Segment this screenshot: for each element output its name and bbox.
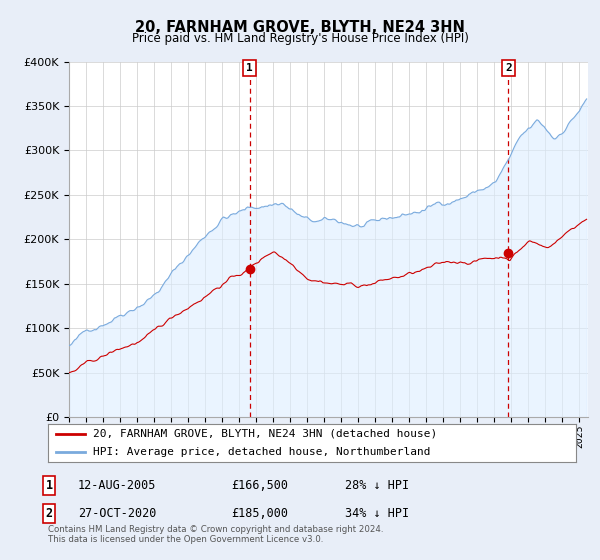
Text: £166,500: £166,500 (231, 479, 288, 492)
Text: 27-OCT-2020: 27-OCT-2020 (78, 507, 157, 520)
Text: HPI: Average price, detached house, Northumberland: HPI: Average price, detached house, Nort… (93, 447, 430, 457)
Text: Price paid vs. HM Land Registry's House Price Index (HPI): Price paid vs. HM Land Registry's House … (131, 32, 469, 45)
Text: 1: 1 (46, 479, 53, 492)
Text: 20, FARNHAM GROVE, BLYTH, NE24 3HN: 20, FARNHAM GROVE, BLYTH, NE24 3HN (135, 20, 465, 35)
Text: Contains HM Land Registry data © Crown copyright and database right 2024.
This d: Contains HM Land Registry data © Crown c… (48, 525, 383, 544)
Text: 28% ↓ HPI: 28% ↓ HPI (345, 479, 409, 492)
Text: 20, FARNHAM GROVE, BLYTH, NE24 3HN (detached house): 20, FARNHAM GROVE, BLYTH, NE24 3HN (deta… (93, 429, 437, 439)
Text: 2: 2 (505, 63, 512, 73)
Text: 2: 2 (46, 507, 53, 520)
Text: £185,000: £185,000 (231, 507, 288, 520)
Text: 12-AUG-2005: 12-AUG-2005 (78, 479, 157, 492)
Text: 34% ↓ HPI: 34% ↓ HPI (345, 507, 409, 520)
Text: 1: 1 (246, 63, 253, 73)
